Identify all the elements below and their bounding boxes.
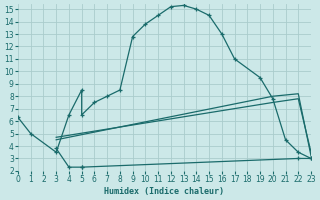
X-axis label: Humidex (Indice chaleur): Humidex (Indice chaleur) [105,187,225,196]
